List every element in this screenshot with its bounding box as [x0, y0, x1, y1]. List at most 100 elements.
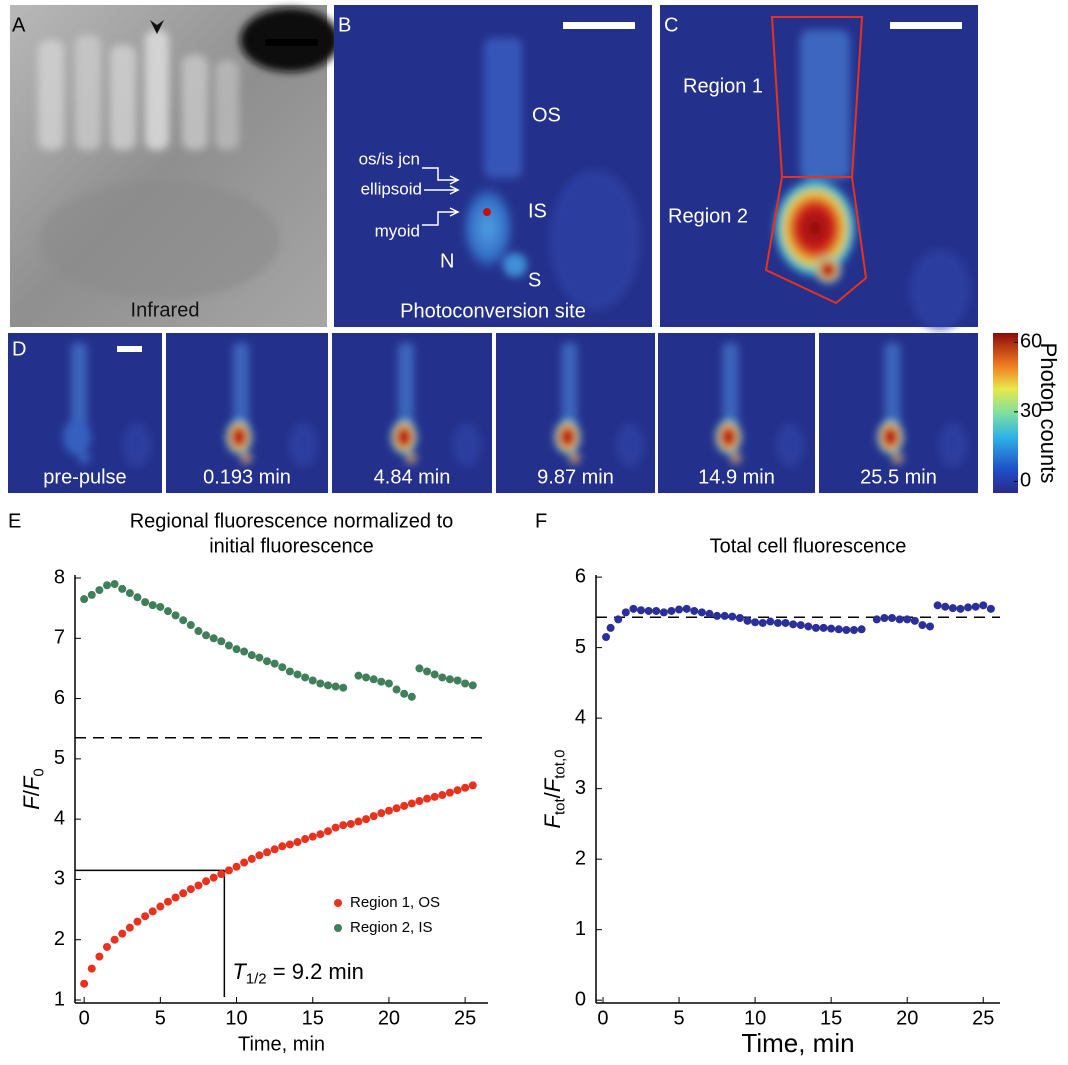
data-point: [202, 877, 211, 886]
colorbar-tick-label: 30: [1020, 400, 1042, 422]
neighbor: [616, 423, 644, 467]
data-point: [468, 781, 477, 790]
data-point: [438, 673, 447, 682]
panel-label: D: [12, 338, 26, 360]
data-point: [445, 788, 454, 797]
region-label: Region 2: [668, 205, 748, 227]
data-point: [728, 612, 737, 621]
data-point: [392, 804, 401, 813]
frame: 9.87 min: [496, 333, 655, 493]
photoconversion-site: [483, 208, 491, 216]
data-point: [293, 838, 302, 847]
data-point: [87, 590, 96, 599]
cell: [876, 343, 967, 467]
y-tick-label: 8: [54, 566, 65, 588]
data-point: [629, 604, 638, 613]
frame: pre-pulse: [8, 333, 162, 493]
data-point: [400, 801, 409, 810]
data-point: [842, 625, 851, 634]
data-point: [95, 586, 104, 595]
arrow-label: ellipsoid: [361, 179, 422, 198]
neighbor: [776, 423, 804, 467]
arrow-label: os/is jcn: [359, 149, 420, 168]
data-point: [430, 670, 439, 679]
data-point: [751, 618, 760, 627]
panel-d: 25.5 min 14.9 min 9.87 min 4.84 min 0.193 mi…: [8, 333, 978, 493]
annotation-part: = 9.2 min: [267, 959, 364, 984]
data-point: [606, 623, 615, 632]
region-label: N: [440, 250, 454, 272]
data-point: [979, 601, 988, 610]
data-point: [80, 979, 89, 988]
data-point: [637, 606, 646, 615]
data-point: [933, 601, 942, 610]
data-point: [240, 858, 249, 867]
y-tick-label: 1: [54, 988, 65, 1010]
data-point: [285, 667, 294, 676]
data-point: [667, 606, 676, 615]
inner-segment: [390, 419, 418, 455]
panel-b: B OS os/is jcn ellipsoid myoid IS N S Ph…: [334, 5, 652, 327]
inner-segment: [876, 419, 905, 455]
data-point: [971, 602, 980, 611]
y-tick-label: 4: [575, 706, 586, 728]
x-tick-label: 0: [597, 1007, 608, 1029]
data-point: [103, 581, 112, 590]
neighbor: [939, 423, 967, 467]
data-point: [316, 830, 325, 839]
data-point: [308, 676, 317, 685]
data-point: [614, 615, 623, 624]
data-point: [323, 681, 332, 690]
data-point: [186, 621, 195, 630]
data-point: [80, 595, 89, 604]
y-axis-title-part: tot,0: [552, 750, 569, 779]
data-point: [133, 917, 142, 926]
data-point: [194, 627, 203, 636]
data-point: [415, 797, 424, 806]
data-point: [87, 964, 96, 973]
panel-label: E: [8, 510, 21, 532]
data-point: [849, 625, 858, 634]
data-point: [255, 653, 264, 662]
data-point: [224, 641, 233, 650]
data-point: [468, 681, 477, 690]
data-point: [354, 671, 363, 680]
data-point: [369, 675, 378, 684]
data-point: [148, 601, 157, 610]
region-label: S: [528, 269, 541, 291]
arrow-label: myoid: [375, 221, 420, 240]
data-point: [773, 618, 782, 627]
data-point: [430, 792, 439, 801]
data-point: [270, 659, 279, 668]
data-point: [888, 614, 897, 623]
data-point: [217, 637, 226, 646]
neighbor: [453, 423, 481, 467]
y-axis-title-part: 0: [31, 768, 48, 776]
outer-segment: [722, 343, 739, 428]
inner-segment: [63, 419, 91, 455]
data-point: [171, 611, 180, 620]
x-tick-label: 20: [378, 1007, 400, 1029]
y-tick-label: 1: [575, 918, 586, 940]
data-point: [941, 602, 950, 611]
outer-segment: [884, 343, 901, 428]
data-point: [339, 683, 348, 692]
outer-segment: [561, 343, 578, 428]
cell: [225, 343, 317, 467]
x-axis-title: Time, min: [741, 1028, 854, 1058]
data-point: [743, 616, 752, 625]
data-point: [675, 605, 684, 614]
annotation: T1/2 = 9.2 min: [232, 959, 364, 988]
data-point: [118, 929, 127, 938]
cell: [553, 343, 644, 467]
frame-label: 0.193 min: [203, 466, 291, 488]
data-point: [766, 617, 775, 626]
data-point: [179, 889, 188, 898]
data-point: [407, 799, 416, 808]
colorbar-label: Photon counts: [1036, 343, 1061, 484]
legend-marker: [334, 899, 342, 907]
data-point: [423, 794, 432, 803]
data-point: [438, 791, 447, 800]
inner-segment: [225, 419, 253, 455]
